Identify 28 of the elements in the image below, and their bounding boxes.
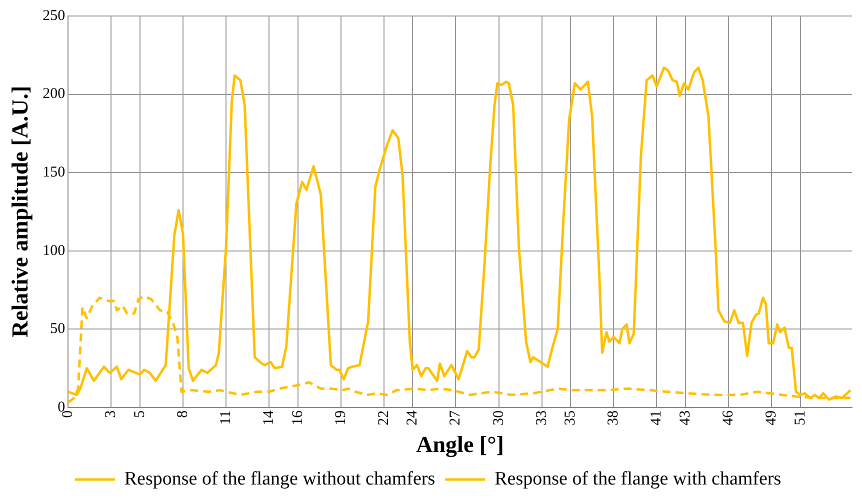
y-tick-label: 250 <box>42 8 66 24</box>
x-tick-label: 33 <box>534 410 550 426</box>
x-tick-label: 16 <box>290 410 306 426</box>
x-tick-label: 27 <box>448 410 464 426</box>
x-tick-label: 24 <box>404 410 421 426</box>
x-tick-label: 49 <box>764 410 780 426</box>
x-tick-label: 14 <box>261 410 278 426</box>
x-tick-label: 11 <box>218 410 234 425</box>
x-tick-label: 8 <box>174 410 191 418</box>
x-tick-label: 3 <box>103 410 120 418</box>
x-tick-label: 30 <box>490 410 507 426</box>
y-tick-label: 150 <box>42 164 66 180</box>
x-tick-label: 51 <box>792 410 808 426</box>
x-tick-label: 46 <box>720 410 736 426</box>
y-tick-label: 200 <box>42 86 66 102</box>
x-tick-label: 5 <box>132 410 148 418</box>
x-tick-label: 41 <box>648 410 665 426</box>
x-tick-label: 19 <box>332 410 349 426</box>
y-axis-title: Relative amplitude [A.U.] <box>8 86 33 338</box>
y-tick-label: 50 <box>50 321 66 338</box>
legend-label: Response of the flange without chamfers <box>124 468 436 490</box>
x-tick-label: 35 <box>562 410 579 426</box>
x-tick-label: 43 <box>677 410 694 426</box>
x-tick-label: 38 <box>606 410 622 426</box>
legend-label: Response of the flange with chamfers <box>494 468 782 490</box>
x-axis-title: Angle [°] <box>416 432 504 458</box>
x-tick-label: 22 <box>376 410 392 426</box>
y-tick-label: 100 <box>42 242 66 259</box>
